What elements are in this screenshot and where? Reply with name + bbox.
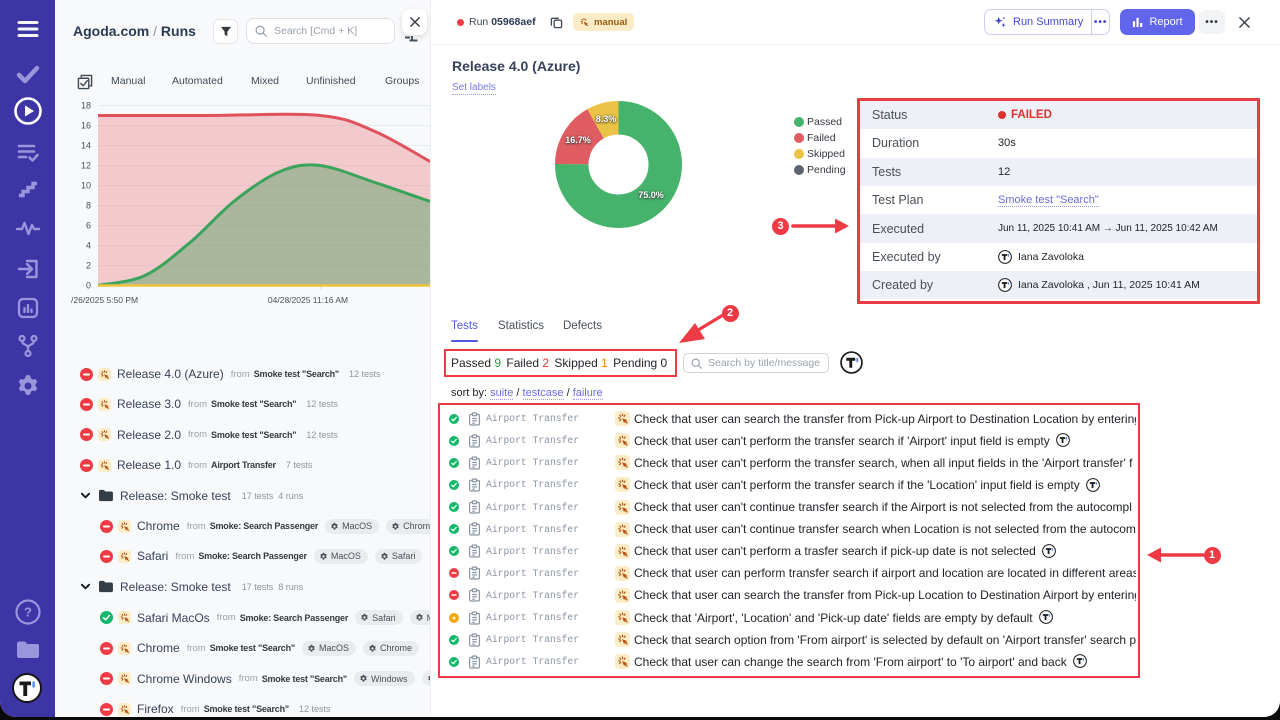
svg-text:12: 12 — [81, 161, 91, 171]
svg-text:4: 4 — [86, 241, 91, 251]
svg-text:10: 10 — [81, 181, 91, 191]
svg-text:16: 16 — [81, 121, 91, 131]
svg-text:?: ? — [24, 605, 32, 620]
svg-text:2: 2 — [86, 261, 91, 271]
svg-text:04/28/2025 11:16 AM: 04/28/2025 11:16 AM — [268, 295, 348, 305]
svg-text:/26/2025 5:50 PM: /26/2025 5:50 PM — [71, 295, 138, 305]
svg-text:18: 18 — [81, 101, 91, 111]
svg-text:8: 8 — [86, 201, 91, 211]
svg-text:14: 14 — [81, 141, 91, 151]
svg-text:6: 6 — [86, 221, 91, 231]
svg-text:0: 0 — [86, 281, 91, 291]
